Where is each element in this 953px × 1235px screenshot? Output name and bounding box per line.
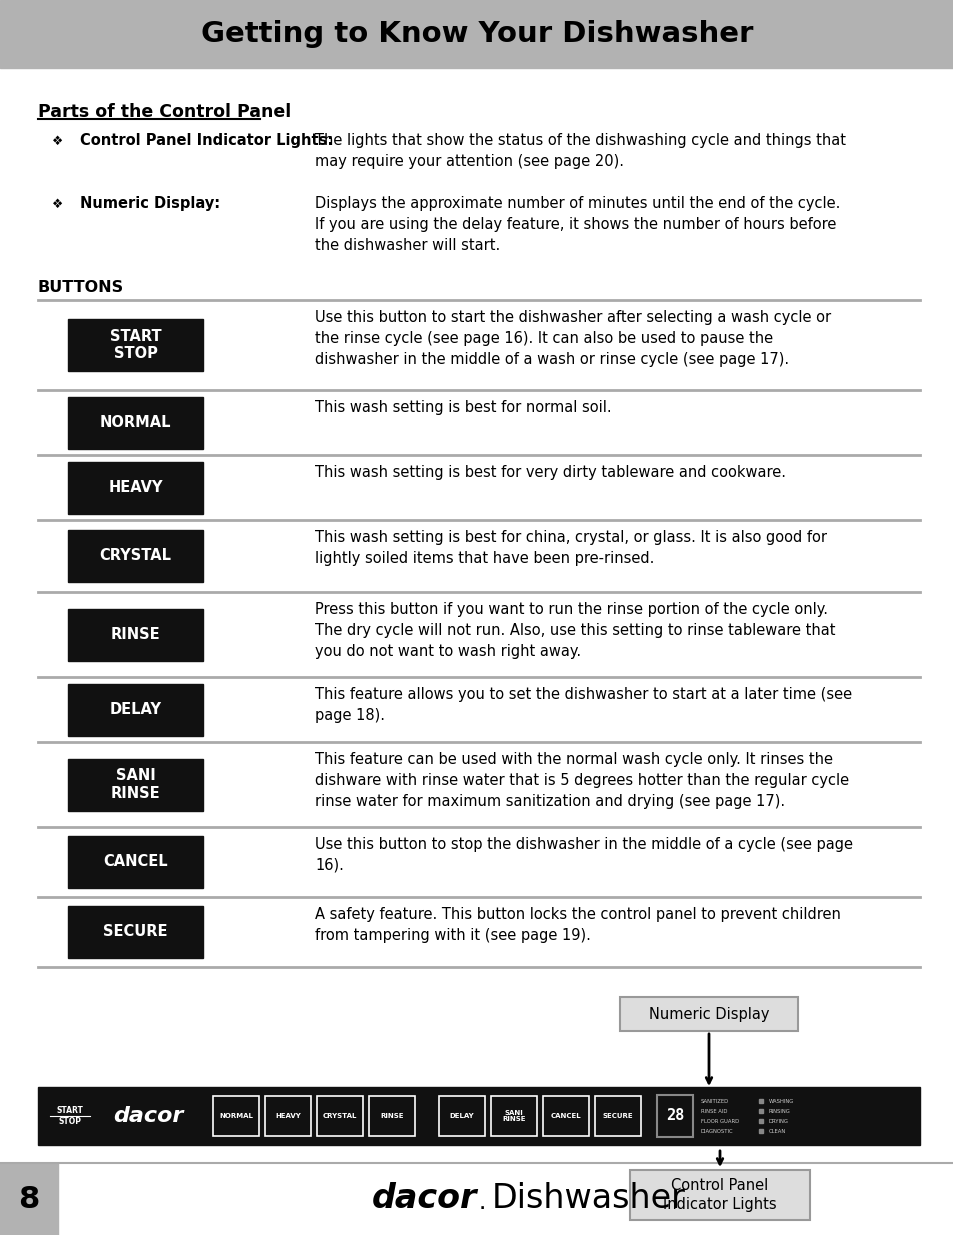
Bar [68, 396, 203, 448]
Text: NORMAL: NORMAL [100, 415, 172, 430]
Text: START
STOP: START STOP [56, 1107, 83, 1126]
Bar [542, 1095, 588, 1136]
Bar [265, 1095, 311, 1136]
Bar [316, 1095, 363, 1136]
Text: SECURE: SECURE [103, 925, 168, 940]
Text: SANI
RINSE: SANI RINSE [111, 768, 160, 800]
Text: This wash setting is best for china, crystal, or glass. It is also good for
ligh: This wash setting is best for china, cry… [314, 530, 826, 566]
Text: This wash setting is best for very dirty tableware and cookware.: This wash setting is best for very dirty… [314, 466, 785, 480]
Text: START
STOP: START STOP [110, 329, 161, 361]
Text: Displays the approximate number of minutes until the end of the cycle.
If you ar: Displays the approximate number of minut… [314, 196, 840, 253]
Text: Getting to Know Your Dishwasher: Getting to Know Your Dishwasher [200, 20, 753, 48]
Bar [629, 1170, 809, 1220]
Bar [68, 462, 203, 514]
Text: RINSE: RINSE [111, 627, 160, 642]
Text: Control Panel
Indicator Lights: Control Panel Indicator Lights [662, 1178, 776, 1213]
Text: Parts of the Control Panel: Parts of the Control Panel [38, 103, 291, 121]
Text: Press this button if you want to run the rinse portion of the cycle only.
The dr: Press this button if you want to run the… [314, 601, 835, 659]
Text: WASHING: WASHING [768, 1099, 794, 1104]
Bar [657, 1095, 692, 1137]
Text: Use this button to start the dishwasher after selecting a wash cycle or
the rins: Use this button to start the dishwasher … [314, 310, 830, 367]
Bar [68, 683, 203, 736]
Text: DIAGNOSTIC: DIAGNOSTIC [700, 1129, 733, 1134]
Bar [0, 0, 953, 68]
Bar [491, 1095, 537, 1136]
Text: This feature allows you to set the dishwasher to start at a later time (see
page: This feature allows you to set the dishw… [314, 687, 851, 722]
Text: This wash setting is best for normal soil.: This wash setting is best for normal soi… [314, 400, 611, 415]
Text: ❖: ❖ [52, 198, 64, 211]
Bar [68, 609, 203, 661]
Bar [68, 319, 203, 370]
Bar [68, 530, 203, 582]
Text: Control Panel Indicator Lights:: Control Panel Indicator Lights: [80, 133, 333, 148]
Text: DRYING: DRYING [768, 1119, 788, 1124]
Text: dacor: dacor [371, 1182, 476, 1215]
Text: dacor: dacor [112, 1107, 183, 1126]
Text: CLEAN: CLEAN [768, 1129, 785, 1134]
Text: CANCEL: CANCEL [103, 855, 168, 869]
Text: CRYSTAL: CRYSTAL [99, 548, 172, 563]
Text: Numeric Display:: Numeric Display: [80, 196, 220, 211]
Text: SANITIZED: SANITIZED [700, 1099, 728, 1104]
Bar [619, 997, 797, 1031]
Text: Dishwasher: Dishwasher [492, 1182, 685, 1215]
Text: NORMAL: NORMAL [219, 1113, 253, 1119]
Text: Use this button to stop the dishwasher in the middle of a cycle (see page
16).: Use this button to stop the dishwasher i… [314, 837, 852, 873]
Bar [68, 836, 203, 888]
Text: DELAY: DELAY [449, 1113, 474, 1119]
Text: DELAY: DELAY [110, 701, 161, 718]
Bar [369, 1095, 415, 1136]
Text: The lights that show the status of the dishwashing cycle and things that
may req: The lights that show the status of the d… [314, 133, 845, 169]
Text: Numeric Display: Numeric Display [648, 1007, 768, 1021]
Bar [38, 1087, 919, 1145]
Text: This feature can be used with the normal wash cycle only. It rinses the
dishware: This feature can be used with the normal… [314, 752, 848, 809]
Text: SANI
RINSE: SANI RINSE [501, 1110, 525, 1123]
Text: HEAVY: HEAVY [108, 480, 163, 495]
Text: ❖: ❖ [52, 135, 64, 148]
Bar [68, 758, 203, 810]
Text: CANCEL: CANCEL [550, 1113, 580, 1119]
Text: 28: 28 [665, 1109, 683, 1124]
Text: A safety feature. This button locks the control panel to prevent children
from t: A safety feature. This button locks the … [314, 906, 840, 944]
Bar [595, 1095, 640, 1136]
Text: RINSING: RINSING [768, 1109, 790, 1114]
Text: RINSE AID: RINSE AID [700, 1109, 726, 1114]
Text: CRYSTAL: CRYSTAL [322, 1113, 356, 1119]
Text: HEAVY: HEAVY [274, 1113, 300, 1119]
Text: 8: 8 [18, 1184, 40, 1214]
Text: FLOOR GUARD: FLOOR GUARD [700, 1119, 739, 1124]
Bar [213, 1095, 258, 1136]
Text: .: . [479, 1198, 485, 1212]
Bar [0, 1163, 58, 1235]
Bar [68, 906, 203, 958]
Text: SECURE: SECURE [602, 1113, 633, 1119]
Text: BUTTONS: BUTTONS [38, 280, 124, 295]
Text: RINSE: RINSE [380, 1113, 403, 1119]
Bar [46, 1093, 94, 1139]
Bar [438, 1095, 484, 1136]
